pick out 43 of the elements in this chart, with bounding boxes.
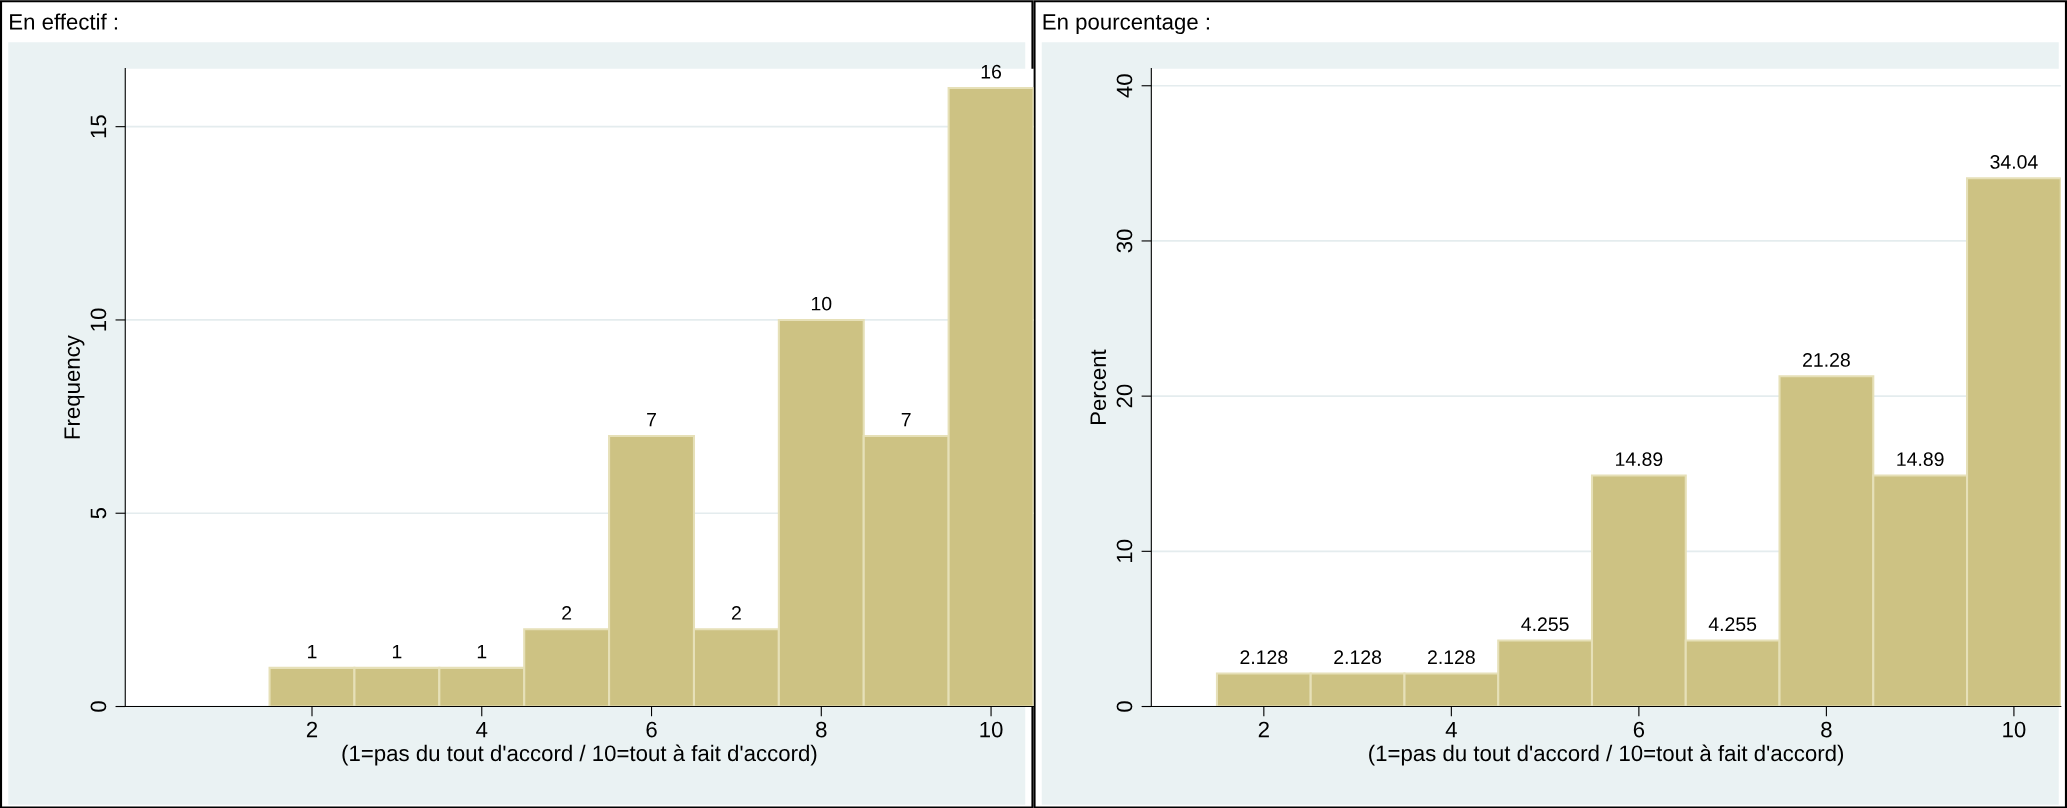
data-label: 7 <box>901 412 911 427</box>
x-tick-label: 2 <box>306 721 318 738</box>
y-tick-label: 10 <box>1116 539 1133 562</box>
y-tick-label: 40 <box>1116 74 1133 98</box>
y-axis-title: Frequency <box>64 335 85 439</box>
x-tick-label: 6 <box>1633 721 1645 738</box>
data-label: 16 <box>981 64 1002 79</box>
chart-title: En pourcentage : <box>1043 14 1209 35</box>
data-label: 1 <box>308 644 317 659</box>
data-label: 4.255 <box>1521 617 1569 632</box>
data-label: 2 <box>562 606 572 620</box>
x-tick-label: 2 <box>1258 721 1269 738</box>
y-tick-label: 0 <box>90 701 107 712</box>
data-label: 14.89 <box>1616 452 1663 467</box>
y-axis-title: Percent <box>1090 349 1107 425</box>
data-label: 4.255 <box>1708 617 1757 632</box>
x-tick-label: 4 <box>476 721 488 738</box>
y-tick-label: 0 <box>1116 701 1133 712</box>
x-tick-label: 4 <box>1445 721 1457 738</box>
y-tick-label: 30 <box>1116 229 1133 253</box>
x-axis-title: (1=pas du tout d'accord / 10=tout à fait d'accord) <box>1369 744 1844 766</box>
x-tick-label: 8 <box>1821 721 1832 738</box>
data-label: 21.28 <box>1803 353 1850 367</box>
x-tick-label: 6 <box>646 721 657 738</box>
x-tick-label: 10 <box>2003 721 2026 738</box>
data-label: 2.128 <box>1240 650 1288 665</box>
data-label: 2.128 <box>1334 650 1382 665</box>
x-tick-label: 8 <box>816 721 827 738</box>
data-label: 34.04 <box>1990 155 2038 169</box>
data-label: 2.128 <box>1428 650 1475 665</box>
data-label: 7 <box>647 412 656 427</box>
y-tick-label: 20 <box>1116 384 1133 408</box>
y-tick-label: 15 <box>90 115 107 138</box>
x-tick-label: 10 <box>980 721 1003 738</box>
y-tick-label: 5 <box>90 507 107 519</box>
data-label: 1 <box>477 644 487 659</box>
data-label: 10 <box>811 296 832 311</box>
data-label: 1 <box>392 644 402 659</box>
chart-title: En effectif : <box>10 13 118 30</box>
data-label: 14.89 <box>1897 452 1944 467</box>
x-axis-title: (1=pas du tout d'accord / 10=tout à fait d'accord) <box>342 744 817 766</box>
y-tick-label: 10 <box>90 308 107 331</box>
data-label: 2 <box>731 606 741 620</box>
